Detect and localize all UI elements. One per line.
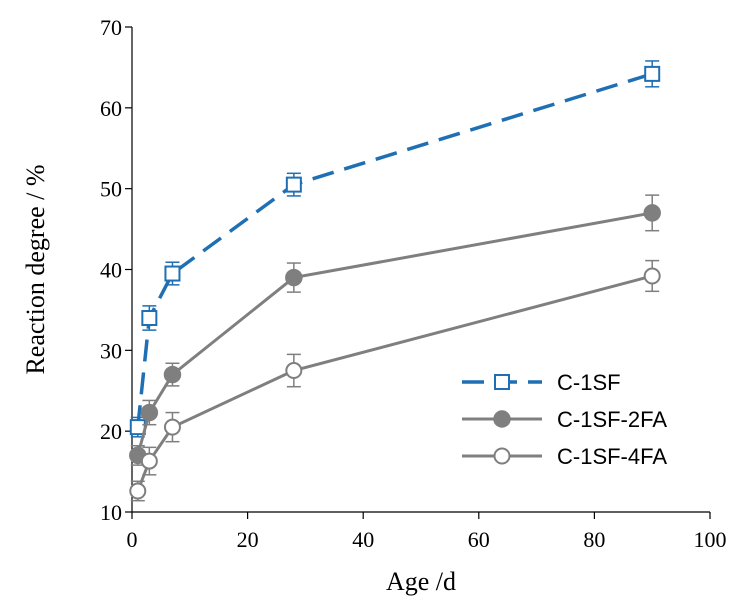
x-tick-label: 20 — [237, 527, 259, 552]
x-tick-label: 80 — [583, 527, 605, 552]
y-tick-label: 60 — [100, 96, 122, 121]
axes — [131, 27, 710, 513]
data-point — [163, 418, 181, 436]
data-point — [163, 365, 182, 384]
legend-item: C-1SF-2FA — [462, 407, 667, 432]
series-c-1sf-2fa — [129, 194, 661, 466]
y-tick-label: 20 — [100, 419, 122, 444]
data-point — [129, 482, 147, 500]
legend: C-1SF C-1SF-2FA C-1SF-4FA — [462, 370, 667, 469]
data-point — [140, 403, 159, 422]
series-c-1sf — [129, 60, 661, 438]
legend-item: C-1SF-4FA — [462, 444, 667, 469]
y-tick-label: 70 — [100, 15, 122, 40]
y-axis-title: Reaction degree / % — [21, 164, 50, 374]
legend-label: C-1SF-4FA — [557, 444, 667, 469]
x-tick-label: 60 — [468, 527, 490, 552]
series-line — [136, 72, 653, 428]
data-point — [140, 452, 158, 470]
series-c-1sf-4fa — [129, 259, 661, 502]
data-point — [644, 65, 661, 82]
data-point — [493, 447, 511, 465]
legend-label: C-1SF — [557, 370, 621, 395]
x-tick-label: 100 — [694, 527, 727, 552]
data-point — [164, 265, 181, 282]
x-axis-title: Age /d — [386, 567, 456, 596]
legend-item: C-1SF — [462, 370, 621, 395]
y-tick-label: 40 — [100, 258, 122, 283]
x-tick-label: 0 — [127, 527, 138, 552]
x-tick-label: 40 — [352, 527, 374, 552]
data-point — [493, 410, 511, 428]
y-tick-label: 10 — [100, 500, 122, 525]
data-point — [643, 267, 661, 285]
y-tick-label: 30 — [100, 338, 122, 363]
data-point — [643, 204, 661, 222]
data-point — [141, 310, 158, 326]
y-tick-label: 50 — [100, 177, 122, 202]
data-point — [285, 268, 303, 287]
data-point — [285, 362, 303, 380]
legend-label: C-1SF-2FA — [557, 407, 667, 432]
ticks: 10 20 30 40 50 60 70 0 20 40 60 80 100 — [100, 15, 727, 552]
data-point — [285, 176, 302, 193]
series — [129, 60, 661, 502]
data-point — [494, 374, 510, 390]
